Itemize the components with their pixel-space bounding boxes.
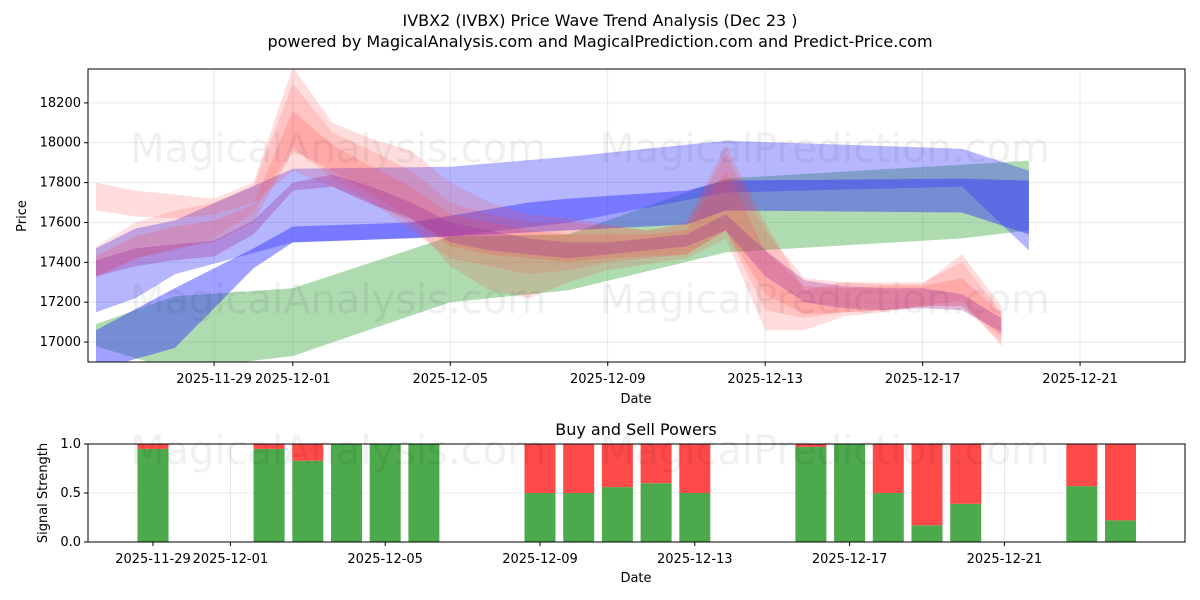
price-y-tick-label: 17000: [40, 335, 81, 350]
watermark-top-left: MagicalAnalysis.com: [130, 126, 546, 172]
sell-bar: [601, 444, 633, 488]
buy-bar: [601, 487, 633, 542]
buy-bar: [292, 460, 324, 542]
price-x-label: Date: [620, 392, 651, 407]
price-y-tick-label: 17200: [40, 295, 81, 310]
price-x-tick-label: 2025-12-05: [412, 372, 488, 387]
sell-bar: [1066, 444, 1098, 487]
price-x-tick-label: 2025-12-09: [570, 372, 646, 387]
buy-bar: [408, 444, 440, 542]
signal-x-tick-label: 2025-12-21: [967, 552, 1043, 567]
signal-x-ticks: 2025-11-29 2025-12-01 2025-12-05 2025-12-09…: [115, 542, 1042, 567]
chart-subtitle: powered by MagicalAnalysis.com and Magic…: [267, 32, 932, 51]
red-band-1: [96, 69, 1002, 347]
signal-x-tick-label: 2025-12-01: [193, 552, 269, 567]
price-x-tick-label: 2025-12-01: [255, 372, 331, 387]
blue-band-trend: [96, 178, 1029, 362]
buy-bar: [331, 444, 362, 542]
signal-y-tick-label: 0.5: [60, 486, 81, 501]
price-chart: MagicalAnalysis.com MagicalPrediction.co…: [15, 68, 1186, 407]
buy-bar: [950, 503, 982, 542]
price-y-tick-label: 18000: [40, 136, 81, 151]
signal-y-ticks: 0.0 0.5 1.0: [60, 437, 88, 550]
signal-x-tick-label: 2025-12-17: [812, 552, 888, 567]
signal-x-label: Date: [620, 571, 651, 586]
sell-bar: [292, 444, 324, 461]
sell-bar: [911, 444, 943, 526]
buy-bar: [1066, 486, 1098, 542]
price-y-tick-label: 17400: [40, 255, 81, 270]
red-band-2: [96, 83, 1002, 343]
watermark-mid-right: MagicalPrediction.com: [600, 277, 1050, 323]
price-y-label: Price: [15, 200, 30, 232]
sell-bar: [253, 444, 285, 449]
sell-bar: [137, 444, 169, 449]
chart-title: IVBX2 (IVBX) Price Wave Trend Analysis (…: [402, 11, 797, 30]
signal-x-tick-label: 2025-11-29: [115, 552, 191, 567]
price-plot-frame: [87, 68, 1186, 363]
price-x-tick-label: 2025-12-17: [885, 372, 961, 387]
signal-x-tick-label: 2025-12-05: [347, 552, 423, 567]
sell-bar: [795, 444, 827, 447]
buy-bar: [369, 444, 401, 542]
price-x-tick-label: 2025-12-21: [1042, 372, 1118, 387]
sell-bar: [563, 444, 595, 493]
buy-bar: [872, 493, 904, 542]
buy-bar: [911, 525, 943, 542]
buy-bar: [834, 444, 866, 542]
green-band: [96, 160, 1029, 362]
sell-bar: [872, 444, 904, 493]
price-x-tick-label: 2025-11-29: [176, 372, 252, 387]
price-x-tick-label: 2025-12-13: [727, 372, 803, 387]
signal-x-tick-label: 2025-12-13: [657, 552, 733, 567]
watermark-bottom-left: MagicalAnalysis.com: [130, 428, 546, 474]
signal-chart-title: Buy and Sell Powers: [555, 420, 717, 439]
price-grid: [88, 69, 1185, 362]
sell-bar: [679, 444, 711, 493]
signal-y-tick-label: 0.0: [60, 535, 81, 550]
price-y-tick-label: 17600: [40, 215, 81, 230]
signal-chart: Buy and Sell Powers MagicalAnalysis.com …: [36, 420, 1186, 586]
sell-bar: [1105, 444, 1136, 521]
price-y-tick-label: 18200: [40, 96, 81, 111]
red-band-3: [96, 110, 1002, 337]
buy-bar: [253, 448, 285, 542]
signal-x-tick-label: 2025-12-09: [502, 552, 578, 567]
signal-bars: [137, 444, 1136, 542]
signal-y-label: Signal Strength: [36, 443, 51, 543]
sell-bar: [640, 444, 672, 484]
price-y-ticks: 17000 17200 17400 17600 17800 18000 18200: [40, 96, 88, 350]
price-bands: [96, 69, 1029, 362]
price-x-ticks: 2025-11-29 2025-12-01 2025-12-05 2025-12-09…: [176, 362, 1118, 387]
buy-bar: [640, 483, 672, 542]
buy-bar: [524, 493, 556, 542]
buy-bar: [1105, 520, 1136, 542]
watermark-top-right: MagicalPrediction.com: [600, 126, 1050, 172]
buy-bar: [137, 448, 169, 542]
watermark-mid-left: MagicalAnalysis.com: [130, 277, 546, 323]
buy-bar: [563, 493, 595, 542]
buy-bar: [679, 493, 711, 542]
buy-bar: [795, 446, 827, 542]
blue-band-main: [96, 140, 1029, 313]
sell-bar: [950, 444, 982, 504]
signal-y-tick-label: 1.0: [60, 437, 81, 452]
purple-band: [96, 174, 1002, 333]
watermark-bottom-right: MagicalPrediction.com: [600, 428, 1050, 474]
sell-bar: [524, 444, 556, 493]
price-y-tick-label: 17800: [40, 176, 81, 191]
